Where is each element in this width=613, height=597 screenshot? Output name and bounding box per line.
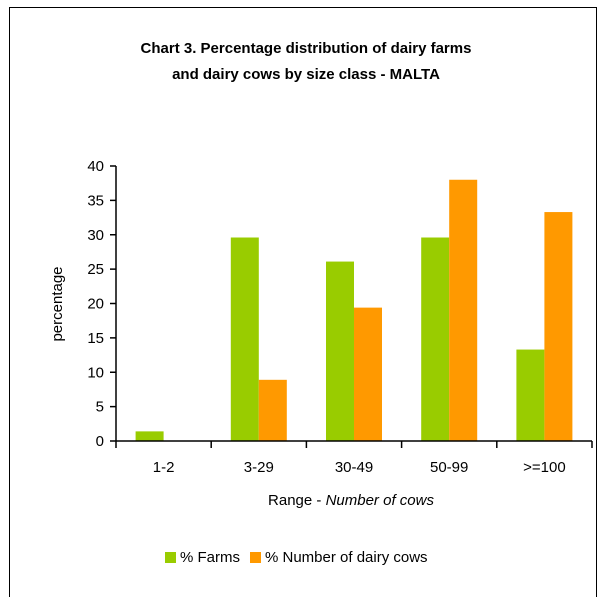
y-tick-label: 40 [87,158,104,175]
legend-swatch-farms [165,552,176,563]
x-tick-label: 1-2 [153,459,175,476]
x-tick-label: >=100 [523,459,566,476]
chart-title-line-2: and dairy cows by size class - MALTA [172,66,440,83]
y-tick-label: 5 [96,399,104,416]
bar-cows-1 [258,379,287,441]
y-tick-label: 15 [87,330,104,347]
y-axis-title: percentage [49,266,66,341]
bar-cows-3 [449,179,478,441]
x-tick-label: 30-49 [335,459,373,476]
bar-cows-2 [354,307,382,441]
bar-farms-3 [421,237,450,441]
chart-title-line-1: Chart 3. Percentage distribution of dair… [141,40,472,57]
y-tick-label: 30 [87,227,104,244]
x-ticks-group: 1-2 3-29 30-49 50-99 >=100 [115,441,593,476]
bars-group [135,179,573,441]
y-tick-label: 25 [87,261,104,278]
legend-label-farms: % Farms [180,549,240,566]
x-tick-label: 3-29 [244,459,274,476]
bar-farms-0 [135,431,164,441]
x-axis-title-main: Range - [268,492,326,509]
legend-label-cows: % Number of dairy cows [265,549,428,566]
y-tick-label: 20 [87,296,104,313]
y-tick-label: 0 [96,433,104,450]
chart-frame [9,7,597,597]
bar-cows-4 [544,212,573,441]
bar-farms-2 [326,261,354,441]
y-tick-label: 35 [87,192,104,209]
x-axis-title-italic: Number of cows [326,492,435,509]
y-ticks-group: 0 5 10 15 20 25 30 35 40 [87,158,116,450]
x-tick-label: 50-99 [430,459,468,476]
y-tick-label: 10 [87,364,104,381]
bar-farms-4 [516,349,545,441]
legend-swatch-cows [250,552,261,563]
x-axis-title: Range - Number of cows [268,492,434,509]
bar-farms-1 [230,237,259,441]
legend: % Farms % Number of dairy cows [165,549,428,566]
